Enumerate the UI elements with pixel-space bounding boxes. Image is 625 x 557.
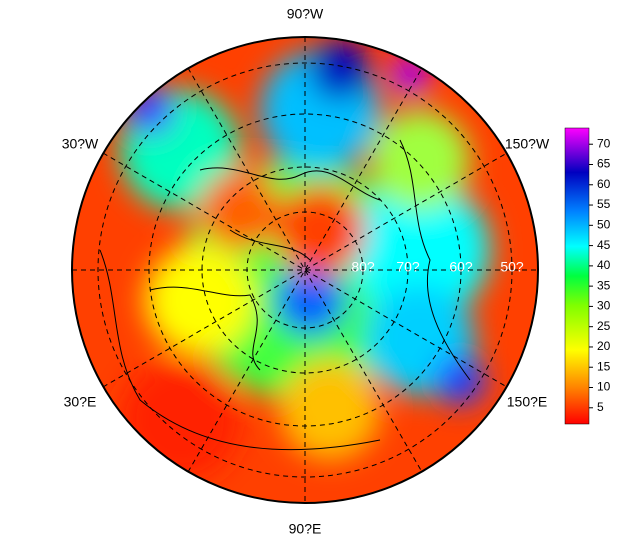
lat-label: 80? bbox=[351, 259, 375, 275]
colorbar-tick-label: 60 bbox=[597, 177, 611, 191]
graticule bbox=[72, 37, 538, 503]
lon-label: 30?W bbox=[62, 136, 99, 152]
colorbar-tick-label: 65 bbox=[597, 157, 611, 171]
colorbar-tick-label: 45 bbox=[597, 238, 611, 252]
colorbar-tick-label: 25 bbox=[597, 319, 611, 333]
colorbar-tick-label: 55 bbox=[597, 197, 611, 211]
lat-label: 50? bbox=[500, 259, 524, 275]
lon-label: 30?E bbox=[64, 394, 97, 410]
lat-label: 70? bbox=[396, 259, 420, 275]
colorbar-tick-label: 35 bbox=[597, 278, 611, 292]
colorbar-tick-label: 10 bbox=[597, 380, 611, 394]
colorbar-tick-label: 50 bbox=[597, 217, 611, 231]
colorbar-tick-label: 20 bbox=[597, 339, 611, 353]
colorbar-tick-label: 5 bbox=[597, 400, 604, 414]
colorbar-tick-label: 30 bbox=[597, 299, 611, 313]
lon-label: 150?E bbox=[507, 394, 547, 410]
coastlines bbox=[99, 139, 471, 451]
colorbar-tick-label: 70 bbox=[597, 136, 611, 150]
lon-label: 90?E bbox=[289, 521, 322, 537]
colorbar-tick-label: 40 bbox=[597, 258, 611, 272]
map-border bbox=[71, 36, 539, 504]
colorbar-tick-label: 15 bbox=[597, 359, 611, 373]
colorbar bbox=[564, 127, 590, 425]
lon-label: 90?W bbox=[287, 6, 324, 22]
lon-label: 150?W bbox=[505, 136, 550, 152]
lat-label: 60? bbox=[449, 259, 473, 275]
